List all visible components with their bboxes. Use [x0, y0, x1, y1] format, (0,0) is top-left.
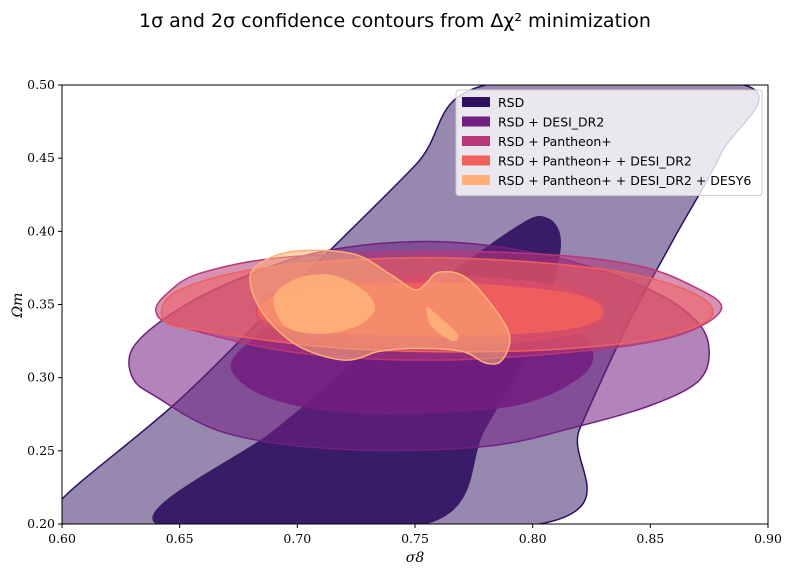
legend-label: RSD + DESI_DR2 — [498, 115, 604, 130]
legend-label: RSD + Pantheon+ — [498, 134, 612, 149]
x-tick-label: 0.70 — [283, 531, 311, 546]
x-axis: 0.60 0.65 0.70 0.75 0.80 0.85 0.90 — [48, 524, 782, 546]
legend-swatch — [462, 116, 490, 127]
x-tick-label: 0.80 — [519, 531, 547, 546]
y-tick-label: 0.40 — [27, 223, 55, 238]
legend-label: RSD + Pantheon+ + DESI_DR2 — [498, 154, 692, 169]
legend-swatch — [462, 136, 490, 146]
legend-label: RSD — [498, 95, 524, 110]
series-4-1sigma-contour-b — [426, 307, 459, 342]
chart-title: 1σ and 2σ confidence contours from Δχ² m… — [139, 10, 651, 32]
y-tick-label: 0.35 — [27, 297, 55, 312]
x-tick-label: 0.85 — [636, 531, 664, 546]
y-tick-label: 0.20 — [27, 516, 55, 531]
legend-box — [455, 89, 763, 196]
x-tick-label: 0.75 — [401, 531, 429, 546]
x-axis-label: σ8 — [406, 550, 425, 566]
x-tick-label: 0.60 — [48, 531, 76, 546]
legend: RSD RSD + DESI_DR2 RSD + Pantheon+ RSD + Pa… — [455, 89, 763, 196]
legend-label: RSD + Pantheon+ + DESI_DR2 + DESY6 — [498, 173, 751, 188]
legend-swatch — [462, 155, 490, 166]
y-tick-label: 0.45 — [27, 150, 55, 165]
y-axis-label: Ωm — [10, 293, 26, 319]
y-tick-label: 0.25 — [27, 443, 55, 458]
x-tick-label: 0.65 — [166, 531, 194, 546]
x-tick-label: 0.90 — [754, 531, 782, 546]
legend-swatch — [462, 97, 490, 107]
y-tick-label: 0.50 — [27, 77, 55, 92]
series-4-1sigma-contour — [273, 274, 376, 334]
y-tick-label: 0.30 — [27, 370, 55, 385]
y-axis: 0.20 0.25 0.30 0.35 0.40 0.45 0.50 — [27, 77, 62, 531]
legend-swatch — [462, 175, 490, 185]
contour-layer — [62, 85, 760, 524]
